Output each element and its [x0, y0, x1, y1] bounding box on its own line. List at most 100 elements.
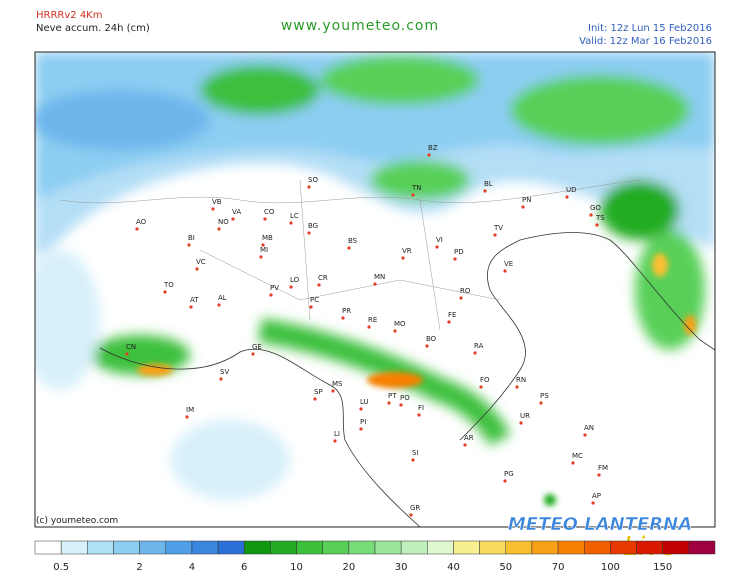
city-dot — [359, 407, 363, 411]
city-dot — [539, 401, 543, 405]
scale-label: 30 — [395, 562, 408, 573]
scale-label: 100 — [601, 562, 620, 573]
scale-swatch — [191, 540, 219, 555]
scale-label: 20 — [342, 562, 355, 573]
scale-label: 40 — [447, 562, 460, 573]
valid: Valid: 12z Mar 16 Feb2016 — [579, 36, 712, 47]
scale-swatch — [139, 540, 167, 555]
snow-peaks — [137, 253, 696, 506]
city-dot — [307, 231, 311, 235]
city-dot — [571, 461, 575, 465]
scale-swatch — [348, 540, 376, 555]
province-label: PC — [310, 296, 319, 304]
city-dot — [425, 344, 429, 348]
province-label: VI — [436, 236, 443, 244]
city-dot — [503, 479, 507, 483]
city-dot — [263, 217, 267, 221]
province-label: AR — [464, 434, 474, 442]
color-scale: 0.5 2 4 6 10 20 30 40 50 70 100 150 — [34, 540, 716, 573]
init: Init: 12z Lun 15 Feb2016 — [588, 23, 712, 34]
city-dot — [373, 282, 377, 286]
province-label: PD — [454, 248, 464, 256]
city-dot — [411, 458, 415, 462]
city-dot — [195, 267, 199, 271]
scale-label: 4 — [189, 562, 195, 573]
province-label: SI — [412, 449, 419, 457]
city-dot — [217, 227, 221, 231]
province-label: UR — [520, 412, 530, 420]
scale-label: 70 — [552, 562, 565, 573]
province-label: MI — [260, 246, 268, 254]
province-label: FO — [480, 376, 490, 384]
province-label: VC — [196, 258, 206, 266]
province-label: PR — [342, 307, 351, 315]
city-dot — [269, 293, 273, 297]
province-label: PO — [400, 394, 410, 402]
city-dot — [231, 217, 235, 221]
scale-swatch — [400, 540, 428, 555]
scale-swatch — [217, 540, 245, 555]
field: Neve accum. 24h (cm) — [36, 23, 150, 34]
province-labels: AO BI VB VA CO LC SO NO MB MI BG BS VC TO AT AL CN PV LO CR… — [125, 144, 608, 517]
province-label: PT — [388, 392, 397, 400]
province-label: UD — [566, 186, 577, 194]
scale-swatch — [636, 540, 663, 555]
city-dot — [401, 256, 405, 260]
city-dot — [331, 389, 335, 393]
province-label: MS — [332, 380, 343, 388]
province-label: FE — [448, 311, 456, 319]
province-label: GR — [410, 504, 420, 512]
city-dot — [417, 413, 421, 417]
city-dot — [459, 296, 463, 300]
city-dot — [347, 246, 351, 250]
scale-swatch — [479, 540, 507, 555]
province-label: PI — [360, 418, 366, 426]
province-label: BI — [188, 234, 195, 242]
scale-swatch — [270, 540, 297, 555]
scale-swatch — [374, 540, 402, 555]
province-label: RA — [474, 342, 484, 350]
city-dot — [583, 433, 587, 437]
city-dot — [185, 415, 189, 419]
province-label: MB — [262, 234, 273, 242]
province-label: SV — [220, 368, 229, 376]
city-dot — [447, 320, 451, 324]
province-label: VR — [402, 247, 412, 255]
city-dot — [565, 195, 569, 199]
scale-swatch — [531, 540, 559, 555]
province-label: AN — [584, 424, 594, 432]
scale-swatch — [505, 540, 533, 555]
scale-label: 50 — [499, 562, 512, 573]
city-dot — [591, 501, 595, 505]
scale-label: 6 — [241, 562, 247, 573]
city-dot — [387, 401, 391, 405]
scale-label: 0.5 — [53, 562, 69, 573]
province-label: VA — [232, 208, 241, 216]
scale-swatch — [322, 540, 350, 555]
province-label: PS — [540, 392, 549, 400]
city-dot — [453, 257, 457, 261]
city-dot — [333, 439, 337, 443]
province-label: AO — [136, 218, 147, 226]
province-label: RN — [516, 376, 526, 384]
city-dot — [435, 245, 439, 249]
province-label: BO — [426, 335, 437, 343]
city-dot — [289, 285, 293, 289]
scale-label: 10 — [290, 562, 303, 573]
province-label: AT — [190, 296, 199, 304]
province-label: NO — [218, 218, 229, 226]
province-label: LC — [290, 212, 299, 220]
province-label: MO — [394, 320, 406, 328]
city-dot — [125, 352, 129, 356]
city-dot — [259, 255, 263, 259]
city-dot — [187, 243, 191, 247]
city-dot — [595, 223, 599, 227]
province-label: VE — [504, 260, 513, 268]
province-label: BL — [484, 180, 493, 188]
province-label: MN — [374, 273, 385, 281]
province-label: CR — [318, 274, 328, 282]
city-dot — [589, 213, 593, 217]
city-dot — [479, 385, 483, 389]
province-label: TS — [595, 214, 605, 222]
